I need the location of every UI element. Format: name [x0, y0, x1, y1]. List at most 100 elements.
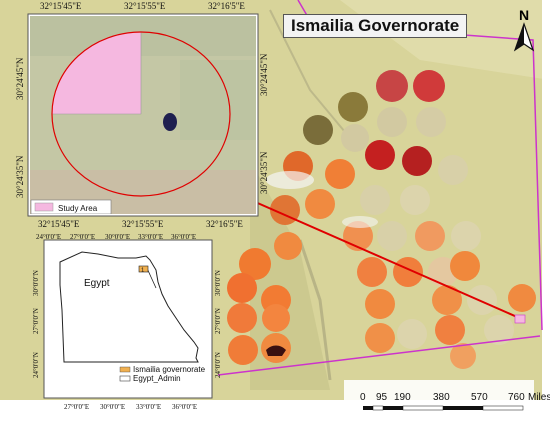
inset-coord-top: 32°16'5"E: [208, 1, 245, 11]
pivot-field: [377, 107, 407, 137]
cloud: [342, 216, 378, 228]
outside-area: [542, 0, 550, 426]
scale-bar-tick: 570: [471, 392, 488, 403]
scale-bar-segment: [383, 406, 403, 410]
locator-coord-top: 24°0'0"E: [36, 233, 62, 241]
scale-bar-segment: [372, 405, 384, 411]
north-arrow: N: [513, 7, 535, 52]
pivot-field: [262, 304, 290, 332]
pivot-field: [239, 248, 271, 280]
study-area-swatch: [34, 202, 54, 212]
pivot-field: [274, 232, 302, 260]
outside-area: [0, 400, 550, 426]
governorate-boundary: [217, 335, 541, 376]
inset-legend-label: Study Area: [58, 204, 98, 213]
north-arrow-icon: [515, 24, 524, 50]
locator-coord-top: 30°0'0"E: [105, 233, 131, 241]
cloud: [266, 171, 314, 189]
pivot-field: [365, 323, 395, 353]
inset-coord-right: 30°24'35"N: [259, 151, 269, 194]
inset-coord-right: 30°24'45"N: [259, 53, 269, 96]
inset-coord-top: 32°15'55"E: [124, 1, 166, 11]
locator-legend-item: Ismailia governorate: [133, 365, 206, 374]
pivot-field: [435, 315, 465, 345]
pivot-field: [416, 107, 446, 137]
scale-bar: [344, 380, 534, 411]
scale-bar-background: [344, 380, 534, 402]
pivot-field: [484, 315, 514, 345]
pivot-field: [377, 221, 407, 251]
locator-coord-bottom: 36°0'0"E: [172, 403, 198, 411]
locator-coord-left: 27°0'0"N: [32, 308, 40, 334]
pivot-field: [303, 115, 333, 145]
pivot-field: [467, 285, 497, 315]
country-label: Egypt: [84, 278, 110, 289]
pivot-field: [393, 257, 423, 287]
pivot-field: [400, 185, 430, 215]
locator-coord-top: 33°0'0"E: [138, 233, 164, 241]
inset-coord-bottom: 32°15'45"E: [38, 219, 80, 229]
north-arrow-label: N: [519, 7, 529, 23]
ismailia-governorate-area: [138, 265, 149, 273]
pivot-field: [228, 335, 258, 365]
scale-bar-unit: Miles: [528, 392, 550, 403]
locator-coord-bottom: 30°0'0"E: [100, 403, 126, 411]
locator-legend-swatch: [119, 375, 131, 382]
pivot-fields: [227, 70, 536, 369]
locator-legend-swatch: [119, 366, 131, 373]
locator-coord-top: 36°0'0"E: [171, 233, 197, 241]
inset-coord-top: 32°15'45"E: [40, 1, 82, 11]
locator-coord-bottom: 27°0'0"E: [64, 403, 90, 411]
scale-bar-segment: [363, 406, 373, 410]
pivot-field-outline: [51, 31, 231, 197]
locator-coord-bottom: 33°0'0"E: [136, 403, 162, 411]
scale-bar-segment: [482, 405, 524, 411]
pivot-field: [450, 251, 480, 281]
inset-coord-bottom: 32°16'5"E: [206, 219, 243, 229]
scale-bar-tick: 0: [360, 392, 366, 403]
pivot-field: [376, 70, 408, 102]
locator-coord-right: 27°0'0"N: [214, 308, 222, 334]
study-area-marker: [514, 314, 526, 324]
pivot-field: [450, 343, 476, 369]
locator-legend-item: Egypt_Admin: [133, 374, 181, 383]
pivot-field: [227, 303, 257, 333]
pivot-field: [305, 189, 335, 219]
pivot-field: [508, 284, 536, 312]
pivot-field: [338, 92, 368, 122]
scale-bar-tick: 380: [433, 392, 450, 403]
locator-coord-right: 24°0'0"N: [214, 352, 222, 378]
ismailia-marker-number: 1: [141, 268, 145, 274]
pivot-field: [415, 221, 445, 251]
desert-texture-dark: [250, 160, 330, 390]
inset-coord-bottom: 32°15'55"E: [122, 219, 164, 229]
pivot-field: [325, 159, 355, 189]
locator-coord-right: 30°0'0"N: [214, 270, 222, 296]
pivot-field: [360, 185, 390, 215]
pivot-field: [341, 124, 369, 152]
inset-texture: [30, 16, 256, 56]
pivot-field: [451, 221, 481, 251]
pivot-field: [397, 319, 427, 349]
inset-coord-left: 30°24'45"N: [15, 57, 25, 100]
road: [298, 239, 332, 381]
pivot-field: [402, 146, 432, 176]
locator-coord-left: 30°0'0"N: [32, 270, 40, 296]
scale-bar-tick: 190: [394, 392, 411, 403]
pivot-field: [227, 273, 257, 303]
pivot-field: [432, 285, 462, 315]
scale-bar-tick: 95: [376, 392, 388, 403]
scale-bar-tick: 760: [508, 392, 525, 403]
dark-spot: [163, 113, 177, 131]
dark-patch: [266, 345, 286, 356]
map-title: Ismailia Governorate: [283, 14, 468, 38]
scale-bar-segment: [402, 405, 444, 411]
inset-coord-left: 30°24'35"N: [15, 155, 25, 198]
leader-line: [227, 189, 525, 321]
pivot-field: [365, 140, 395, 170]
pivot-field: [438, 155, 468, 185]
egypt-outline: [59, 251, 199, 363]
pivot-field: [365, 289, 395, 319]
